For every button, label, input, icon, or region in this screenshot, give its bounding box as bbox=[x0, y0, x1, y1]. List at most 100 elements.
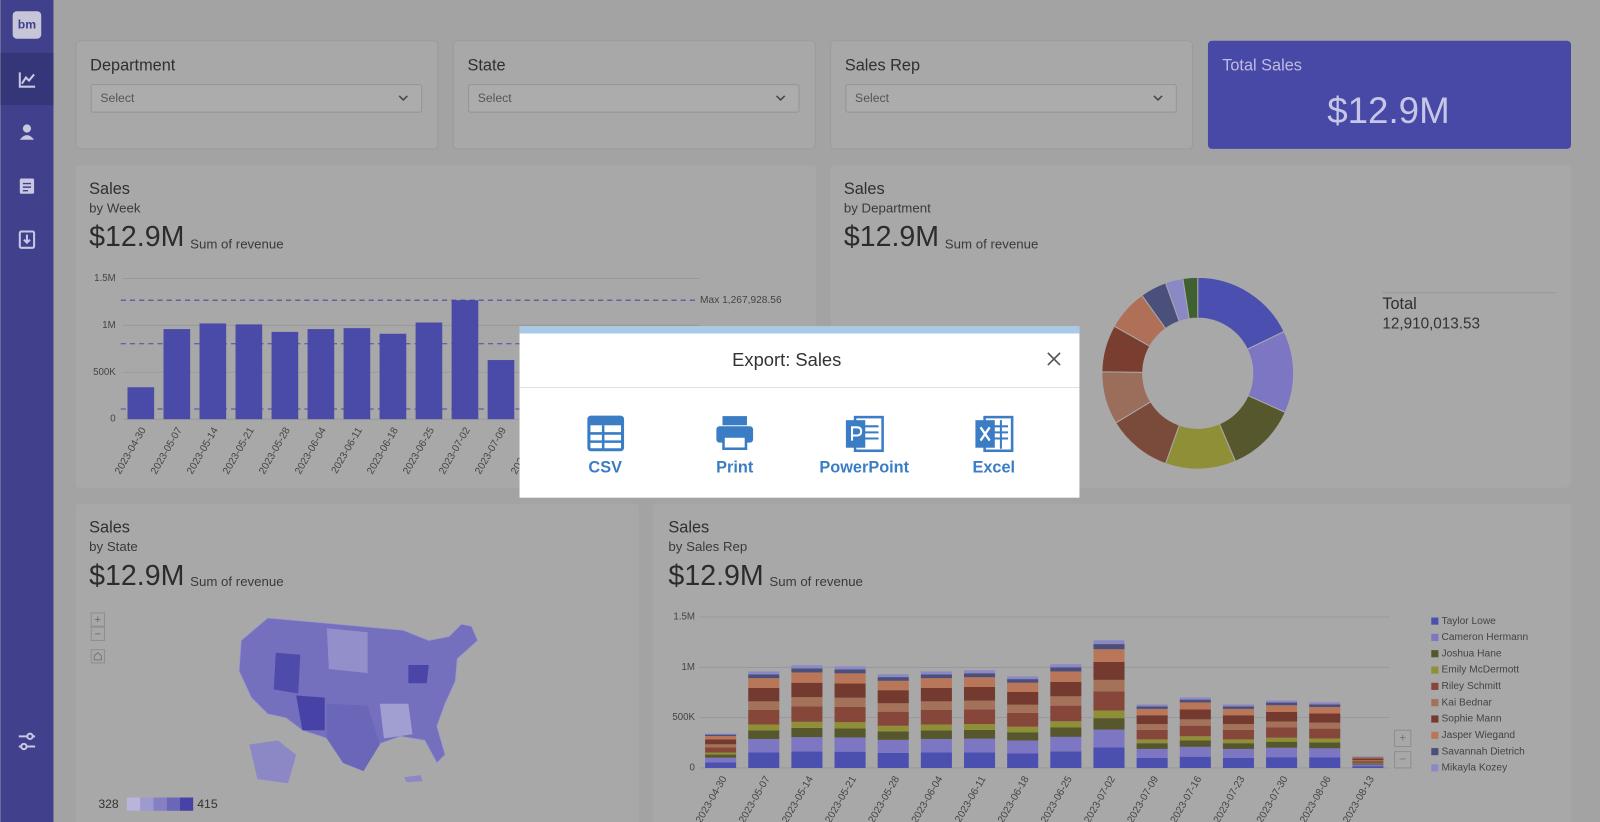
bar-segment bbox=[1093, 644, 1125, 650]
legend-swatch bbox=[1431, 682, 1439, 690]
bar-segment bbox=[1222, 715, 1254, 725]
legend-min: 328 bbox=[98, 797, 119, 811]
bar bbox=[127, 387, 155, 420]
select-box[interactable] bbox=[468, 84, 800, 113]
sidebar bbox=[0, 0, 54, 822]
bar-segment bbox=[705, 734, 737, 737]
hawaii[interactable] bbox=[404, 775, 423, 783]
bar-segment bbox=[1093, 661, 1125, 680]
filter-card: Department Select bbox=[75, 40, 439, 150]
kpi-label: Sum of revenue bbox=[945, 236, 1039, 251]
bar-segment bbox=[1136, 715, 1168, 725]
bar-segment bbox=[1093, 640, 1125, 645]
bar-segment bbox=[1179, 740, 1211, 747]
state-region[interactable] bbox=[273, 652, 301, 694]
modal-panel bbox=[519, 326, 1080, 498]
total-number: 12,910,013.53 bbox=[1382, 315, 1480, 332]
state-region[interactable] bbox=[326, 628, 368, 674]
zoom-reset[interactable] bbox=[90, 649, 105, 664]
bar-segment bbox=[920, 701, 952, 710]
legend-swatch bbox=[1431, 650, 1439, 658]
logo[interactable] bbox=[12, 11, 42, 39]
nav-export-icon[interactable] bbox=[18, 230, 36, 249]
bar-segment bbox=[1136, 708, 1168, 716]
bar-segment bbox=[1222, 743, 1254, 749]
bar-segment bbox=[834, 751, 866, 768]
select-box[interactable] bbox=[90, 84, 423, 113]
bar-segment bbox=[834, 737, 866, 752]
bar-segment bbox=[877, 711, 909, 726]
powerpoint-option[interactable]: PowerPoint bbox=[819, 415, 910, 476]
bar-segment bbox=[834, 722, 866, 729]
bar-segment bbox=[920, 678, 952, 688]
state-region[interactable] bbox=[296, 695, 325, 731]
zoom-in[interactable] bbox=[1394, 729, 1412, 748]
bar bbox=[307, 329, 335, 420]
nav-settings-knob bbox=[20, 742, 28, 751]
bar-segment bbox=[1309, 713, 1341, 723]
legend-swatch bbox=[1431, 666, 1439, 674]
bar-segment bbox=[748, 678, 780, 688]
bar-segment bbox=[705, 733, 737, 735]
nav-doc-icon[interactable] bbox=[19, 178, 35, 194]
bar-segment bbox=[1222, 748, 1254, 758]
bar-segment bbox=[1007, 676, 1039, 680]
kpi-label: Sum of revenue bbox=[190, 574, 284, 589]
bar-segment bbox=[1093, 729, 1125, 748]
bar-segment bbox=[1309, 722, 1341, 729]
bar-segment bbox=[877, 677, 909, 681]
bar-segment bbox=[963, 700, 996, 710]
y-tick-label: 500K bbox=[672, 712, 695, 723]
bar-segment bbox=[1309, 728, 1341, 739]
alaska[interactable] bbox=[249, 740, 297, 784]
bar-segment bbox=[705, 762, 737, 768]
nav-user-icon[interactable] bbox=[22, 124, 32, 133]
zoom-in[interactable] bbox=[90, 612, 105, 627]
bar-segment bbox=[791, 751, 823, 768]
bar-segment bbox=[877, 739, 909, 753]
close-button[interactable] bbox=[1047, 352, 1061, 366]
bar-segment bbox=[1266, 702, 1298, 706]
bar-segment bbox=[1352, 760, 1384, 762]
bar-segment bbox=[877, 690, 909, 704]
bar-segment bbox=[920, 687, 952, 702]
bar-segment bbox=[920, 738, 952, 753]
state-region[interactable] bbox=[379, 703, 413, 739]
map bbox=[238, 617, 479, 784]
bar-segment bbox=[791, 668, 823, 673]
state-region[interactable] bbox=[408, 664, 429, 684]
bar-segment bbox=[877, 725, 909, 732]
select-box[interactable] bbox=[845, 84, 1177, 113]
bar-segment bbox=[1309, 742, 1341, 749]
bar-segment bbox=[963, 686, 996, 701]
nav-chart-icon[interactable] bbox=[18, 72, 36, 88]
legend-swatch bbox=[1431, 764, 1439, 772]
bar-segment bbox=[834, 683, 866, 698]
bar bbox=[163, 329, 191, 420]
bar-segment bbox=[1222, 739, 1254, 744]
bar-segment bbox=[791, 706, 823, 722]
legend-label: Jasper Wiegand bbox=[1441, 730, 1515, 741]
option-label: PowerPoint bbox=[819, 458, 909, 476]
bar-segment bbox=[834, 673, 866, 684]
zoom-out[interactable] bbox=[1394, 751, 1412, 769]
zoom-out-label: − bbox=[95, 628, 102, 640]
option-label: Excel bbox=[972, 458, 1015, 476]
bar-segment bbox=[1050, 671, 1082, 682]
home-icon bbox=[93, 652, 102, 661]
print-option[interactable]: Print bbox=[716, 416, 754, 476]
state-region[interactable] bbox=[326, 703, 380, 772]
legend-label: Sophie Mann bbox=[1441, 714, 1501, 725]
bar-segment bbox=[748, 674, 780, 679]
legend-swatch bbox=[126, 797, 141, 811]
bar-segment bbox=[1352, 757, 1384, 759]
excel-option[interactable]: Excel bbox=[972, 415, 1015, 476]
legend-swatch bbox=[153, 797, 167, 811]
bar-segment bbox=[834, 706, 866, 723]
bar-segment bbox=[1007, 732, 1039, 741]
legend-swatch bbox=[1431, 731, 1439, 739]
zoom-out[interactable] bbox=[90, 626, 105, 641]
csv-option[interactable]: CSV bbox=[587, 415, 625, 476]
bar-segment bbox=[1050, 705, 1082, 722]
